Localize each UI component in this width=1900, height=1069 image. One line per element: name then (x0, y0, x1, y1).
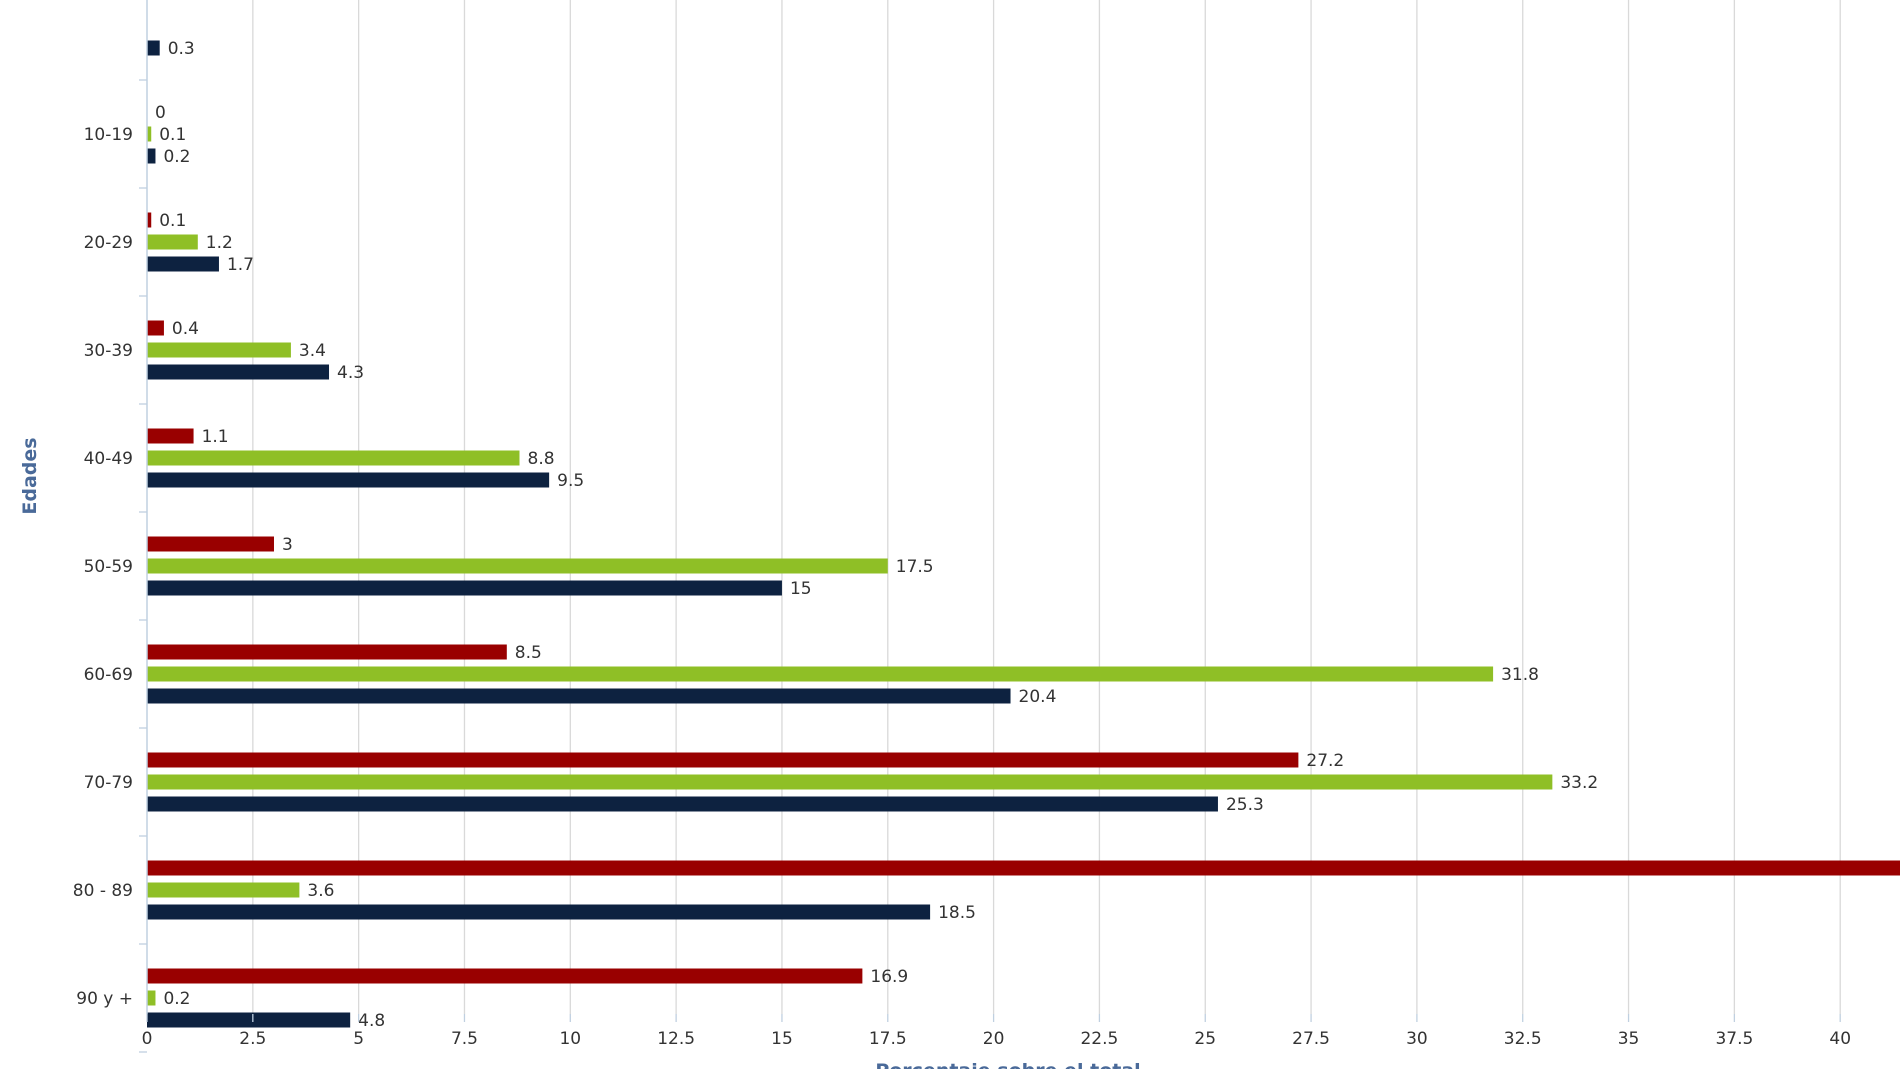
bar (147, 968, 863, 984)
bar (147, 126, 152, 142)
data-label: 0 (155, 103, 166, 123)
category-label: 30-39 (84, 341, 133, 361)
data-label: 0.3 (168, 39, 195, 59)
x-tick-label: 32.5 (1504, 1029, 1542, 1049)
data-label: 1.1 (202, 427, 229, 447)
data-label: 18.5 (938, 903, 976, 923)
bar (147, 666, 1494, 682)
data-label: 4.3 (337, 363, 364, 383)
data-label: 3 (282, 535, 293, 555)
data-label: 16.9 (870, 967, 908, 987)
bar (147, 644, 507, 660)
data-label: 8.8 (528, 449, 555, 469)
bar (147, 428, 194, 444)
x-tick-label: 27.5 (1292, 1029, 1330, 1049)
bar (147, 148, 156, 164)
data-label: 33.2 (1560, 773, 1598, 793)
bar (147, 320, 164, 336)
data-label: 4.8 (358, 1011, 385, 1031)
bar (147, 40, 160, 56)
category-label: 10-19 (84, 125, 133, 145)
data-label: 9.5 (557, 471, 584, 491)
bar (147, 688, 1011, 704)
x-tick-label: 7.5 (451, 1029, 478, 1049)
bar (147, 580, 782, 596)
axes: 0 2.5 5 7.5 10 12.5 15 17.5 20 22.5 25 27.5 30 32.5 35… (73, 0, 1851, 1053)
category-label: 90 y + (76, 989, 133, 1009)
x-tick-label: 5 (353, 1029, 364, 1049)
data-label: 3.4 (299, 341, 326, 361)
y-axis-title: Edades (19, 437, 41, 514)
bar (147, 752, 1299, 768)
bar (147, 990, 156, 1006)
x-tick-label: 17.5 (869, 1029, 907, 1049)
x-tick-label: 10 (559, 1029, 581, 1049)
bar (147, 1012, 351, 1028)
gridlines (252, 0, 1841, 1014)
bar (147, 558, 888, 574)
bars: 0.300.10.20.11.21.70.43.44.31.18.89.5317… (147, 39, 1900, 1031)
bar (147, 450, 520, 466)
data-label: 8.5 (515, 643, 542, 663)
bar (147, 234, 198, 250)
x-tick-label: 20 (983, 1029, 1005, 1049)
data-label: 0.2 (163, 147, 190, 167)
x-tick-label: 12.5 (657, 1029, 695, 1049)
category-label: 60-69 (84, 665, 133, 685)
data-label: 0.1 (159, 125, 186, 145)
data-label: 0.2 (163, 989, 190, 1009)
bar (147, 904, 931, 920)
x-tick-label: 40 (1829, 1029, 1851, 1049)
data-label: 0.4 (172, 319, 199, 339)
data-label: 1.2 (206, 233, 233, 253)
bar (147, 256, 219, 272)
data-label: 31.8 (1501, 665, 1539, 685)
bar (147, 212, 152, 228)
data-label: 17.5 (896, 557, 934, 577)
x-tick-label: 0 (142, 1029, 153, 1049)
bar (147, 860, 1900, 876)
bar (147, 364, 330, 380)
x-tick-label: 35 (1618, 1029, 1640, 1049)
bar (147, 342, 291, 358)
x-tick-label: 25 (1194, 1029, 1216, 1049)
bar (147, 774, 1553, 790)
data-label: 25.3 (1226, 795, 1264, 815)
x-tick-label: 37.5 (1715, 1029, 1753, 1049)
data-label: 15 (790, 579, 812, 599)
data-label: 1.7 (227, 255, 254, 275)
data-label: 0.1 (159, 211, 186, 231)
bar (147, 796, 1218, 812)
x-tick-label: 22.5 (1080, 1029, 1118, 1049)
data-label: 20.4 (1019, 687, 1057, 707)
bar (147, 882, 300, 898)
bar (147, 536, 274, 552)
x-tick-label: 15 (771, 1029, 793, 1049)
category-label: 70-79 (84, 773, 133, 793)
category-label: 50-59 (84, 557, 133, 577)
data-label: 27.2 (1306, 751, 1344, 771)
category-label: 80 - 89 (73, 881, 133, 901)
category-label: 20-29 (84, 233, 133, 253)
bar (147, 472, 550, 488)
x-axis-title: Porcentaje sobre el total (875, 1060, 1140, 1069)
x-tick-label: 2.5 (239, 1029, 266, 1049)
data-label: 3.6 (307, 881, 334, 901)
category-label: 40-49 (84, 449, 133, 469)
x-tick-label: 30 (1406, 1029, 1428, 1049)
